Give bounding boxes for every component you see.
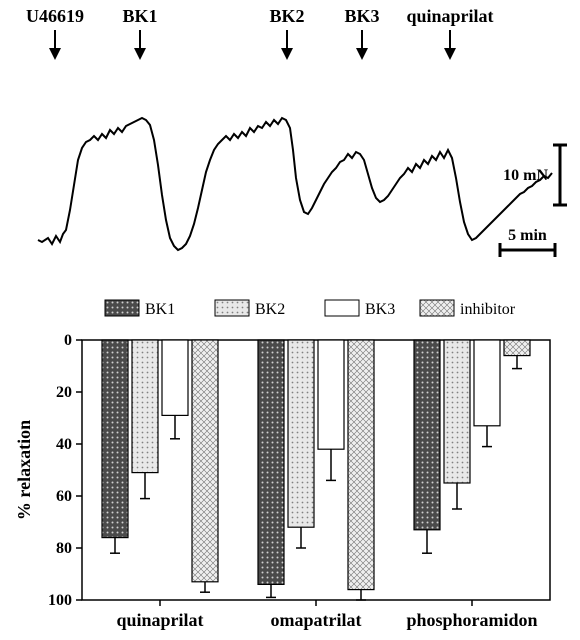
- bar-quinaprilat-BK3: [162, 340, 188, 415]
- scalebar-x-label: 5 min: [508, 227, 547, 244]
- arrow-head: [281, 48, 293, 60]
- bar-quinaprilat-inhibitor: [192, 340, 218, 582]
- bar-phosphoramidon-BK3: [474, 340, 500, 426]
- legend-swatch-BK1: [105, 300, 139, 316]
- group-label-quinaprilat: quinaprilat: [116, 610, 203, 630]
- arrow-head: [444, 48, 456, 60]
- bar-quinaprilat-BK1: [102, 340, 128, 538]
- group-label-omapatrilat: omapatrilat: [271, 610, 362, 630]
- ytick-label: 0: [64, 332, 72, 349]
- scalebar-y-label: 10 mN: [503, 167, 548, 184]
- ytick-label: 40: [56, 436, 72, 453]
- arrow-label-2: BK2: [269, 6, 304, 26]
- figure-panel: U46619 BK1 BK2 BK3 quinaprilat 10 mN 5 min BK1…: [0, 0, 580, 640]
- ytick-label: 100: [48, 592, 72, 609]
- bar-phosphoramidon-BK2: [444, 340, 470, 483]
- arrow-label-3: BK3: [344, 6, 379, 26]
- bar-phosphoramidon-inhibitor: [504, 340, 530, 356]
- arrow-label-4: quinaprilat: [406, 6, 493, 26]
- ytick-label: 80: [56, 540, 72, 557]
- legend-label-inhibitor: inhibitor: [460, 301, 516, 318]
- ytick-label: 60: [56, 488, 72, 505]
- bar-quinaprilat-BK2: [132, 340, 158, 473]
- bar-chart: BK1 BK2 BK3 inhibitor 0 20 40 60 80 100 % relaxati…: [0, 290, 580, 640]
- trace-panel: U46619 BK1 BK2 BK3 quinaprilat 10 mN 5 min: [0, 0, 580, 290]
- arrow-head: [49, 48, 61, 60]
- legend-label-BK1: BK1: [145, 301, 175, 318]
- legend-swatch-BK3: [325, 300, 359, 316]
- legend-swatch-BK2: [215, 300, 249, 316]
- bar-omapatrilat-inhibitor: [348, 340, 374, 590]
- ytick-label: 20: [56, 384, 72, 401]
- bar-omapatrilat-BK2: [288, 340, 314, 527]
- arrow-label-1: BK1: [122, 6, 157, 26]
- trace-line: [38, 118, 552, 250]
- bar-phosphoramidon-BK1: [414, 340, 440, 530]
- group-label-phosphoramidon: phosphoramidon: [406, 610, 537, 630]
- bar-omapatrilat-BK1: [258, 340, 284, 584]
- legend-swatch-inhibitor: [420, 300, 454, 316]
- legend-label-BK2: BK2: [255, 301, 285, 318]
- bar-omapatrilat-BK3: [318, 340, 344, 449]
- y-axis-label: % relaxation: [14, 420, 34, 520]
- legend-label-BK3: BK3: [365, 301, 395, 318]
- arrow-head: [356, 48, 368, 60]
- arrow-label-0: U46619: [26, 6, 84, 26]
- arrow-head: [134, 48, 146, 60]
